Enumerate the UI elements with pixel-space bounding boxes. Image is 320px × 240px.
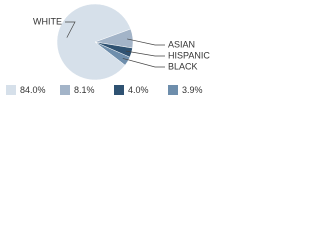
legend-swatch bbox=[114, 85, 124, 95]
leader-line bbox=[127, 38, 165, 46]
pie-slice bbox=[56, 3, 132, 81]
legend-swatch bbox=[168, 85, 178, 95]
legend-label: 3.9% bbox=[182, 85, 203, 95]
leader-line bbox=[65, 21, 76, 38]
legend-label: 8.1% bbox=[74, 85, 95, 95]
slice-label: HISPANIC bbox=[168, 50, 210, 60]
legend-swatch bbox=[60, 85, 70, 95]
pie-slice bbox=[94, 41, 131, 66]
leader-line bbox=[122, 58, 165, 68]
legend-label: 84.0% bbox=[20, 85, 46, 95]
legend-label: 4.0% bbox=[128, 85, 149, 95]
legend-swatch bbox=[6, 85, 16, 95]
slice-label: WHITE bbox=[33, 16, 62, 26]
slice-label: ASIAN bbox=[168, 39, 195, 49]
leader-line bbox=[125, 50, 165, 57]
slice-label: BLACK bbox=[168, 61, 198, 71]
